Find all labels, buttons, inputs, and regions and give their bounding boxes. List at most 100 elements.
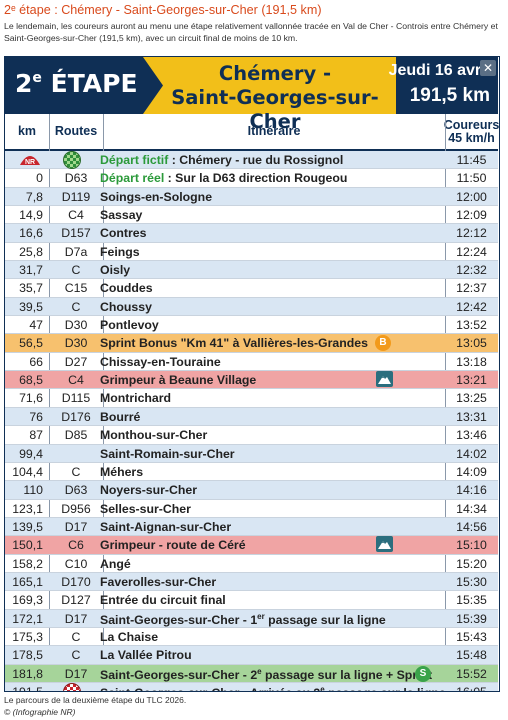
mountain-icon xyxy=(376,371,393,388)
column-divider xyxy=(49,114,50,691)
row-km: 56,5 xyxy=(19,336,43,351)
row-km: 66 xyxy=(29,354,43,369)
row-route: D176 xyxy=(61,409,91,424)
row-itineraire-text: Grimpeur à Beaune Village xyxy=(100,373,257,388)
row-time: 13:21 xyxy=(456,373,487,388)
row-time: 12:24 xyxy=(456,244,487,259)
table-row: 123,1 D956 Selles-sur-Cher 14:34 xyxy=(5,500,498,518)
row-km: 14,9 xyxy=(19,208,43,223)
row-itineraire-text: La Vallée Pitrou xyxy=(100,648,192,663)
bonus-sprint-badge: B xyxy=(375,335,391,352)
row-km: 181,8 xyxy=(12,666,43,681)
row-km: 139,5 xyxy=(12,519,43,534)
table-row: 0 D63 Départ réel : Sur la D63 direction R… xyxy=(5,169,498,188)
table-row: 158,2 C10 Angé 15:20 xyxy=(5,555,498,573)
row-route: D63 xyxy=(64,483,88,498)
row-km: 191,5 xyxy=(12,684,43,692)
row-itineraire-text: Faverolles-sur-Cher xyxy=(100,574,217,589)
row-time: 12:00 xyxy=(456,189,487,204)
table-row: 25,8 D7a Feings 12:24 xyxy=(5,243,498,262)
stage-date: Jeudi 16 avril xyxy=(388,62,490,79)
row-itineraire-text: Monthou-sur-Cher xyxy=(100,428,208,443)
row-time: 13:31 xyxy=(456,409,487,424)
row-itineraire: Bourré xyxy=(100,410,140,424)
col-header-coureurs-line2: 45 km/h xyxy=(448,130,495,145)
table-row: 181,8 D17 Saint-Georges-sur-Cher - 2e pass… xyxy=(5,664,498,683)
table-row: 150,1 C6 Grimpeur - route de Céré 15:10 xyxy=(5,536,498,555)
table-row: 35,7 C15 Couddes 12:37 xyxy=(5,279,498,298)
row-km: 104,4 xyxy=(12,464,43,479)
row-time: 15:30 xyxy=(456,574,487,589)
row-itineraire-sup: e xyxy=(320,684,325,692)
row-time: 12:12 xyxy=(456,226,487,241)
row-time: 14:16 xyxy=(456,483,487,498)
row-itineraire-text: Entrée du circuit final xyxy=(100,593,226,608)
row-km: 175,3 xyxy=(12,629,43,644)
table-row: 104,4 C Méhers 14:09 xyxy=(5,463,498,482)
col-header-itineraire: Itinéraire xyxy=(247,124,301,138)
row-itineraire: Soings-en-Sologne xyxy=(100,190,212,204)
row-itineraire-text: : Chémery - rue du Rossignol xyxy=(168,153,344,167)
row-km: 172,1 xyxy=(12,611,43,626)
row-itineraire: Saint-Aignan-sur-Cher xyxy=(100,520,231,534)
row-km: 169,3 xyxy=(12,593,43,608)
start-flag-icon xyxy=(63,151,81,169)
row-itineraire: Feings xyxy=(100,245,140,259)
row-time: 12:32 xyxy=(456,263,487,278)
intro-paragraph: Le lendemain, les coureurs auront au men… xyxy=(4,21,498,43)
footer-caption: Le parcours de la deuxième étape du TLC … xyxy=(4,695,187,705)
row-time: 13:05 xyxy=(456,336,487,351)
row-route: D17 xyxy=(64,519,88,534)
row-itineraire-text: Saint-Georges-sur-Cher - Arrivée au 3 xyxy=(100,686,320,691)
stage-distance: 191,5 km xyxy=(409,85,490,106)
row-itineraire-suffix: passage sur la ligne xyxy=(325,686,446,691)
row-itineraire-text: Chissay-en-Touraine xyxy=(100,354,221,369)
row-km: 35,7 xyxy=(19,281,43,296)
row-km: 25,8 xyxy=(19,244,43,259)
etape-word: ÉTAPE xyxy=(41,69,138,98)
row-itineraire-text: La Chaise xyxy=(100,629,159,644)
row-itineraire: Angé xyxy=(100,557,131,571)
table-row: 16,6 D157 Contres 12:12 xyxy=(5,224,498,243)
row-time: 16:05 xyxy=(456,684,487,692)
row-time: 13:46 xyxy=(456,428,487,443)
column-divider xyxy=(445,114,446,691)
row-km: 31,7 xyxy=(19,263,43,278)
table-row: 66 D27 Chissay-en-Touraine 13:18 xyxy=(5,353,498,372)
close-icon[interactable]: ✕ xyxy=(480,60,496,76)
row-km: 16,6 xyxy=(19,226,43,241)
row-route: D157 xyxy=(61,226,91,241)
table-row: 169,3 D127 Entrée du circuit final 15:35 xyxy=(5,591,498,610)
footer: Le parcours de la deuxième étape du TLC … xyxy=(4,694,186,718)
row-itineraire-text: Grimpeur - route de Céré xyxy=(100,538,246,553)
table-row: 47 D30 Pontlevoy 13:52 xyxy=(5,316,498,335)
row-time: 15:10 xyxy=(456,538,487,553)
col-header-coureurs: Coureurs 45 km/h xyxy=(444,114,499,149)
row-itineraire-text: Sassay xyxy=(100,208,143,223)
finish-flag-icon xyxy=(63,682,81,691)
route-title: Chémery - Saint-Georges-sur-Cher xyxy=(155,62,395,134)
etape-banner: 2e ÉTAPE xyxy=(5,57,165,114)
row-route: C xyxy=(71,629,81,644)
row-itineraire: Selles-sur-Cher xyxy=(100,502,191,516)
stage-header: 2e ÉTAPE Chémery - Saint-Georges-sur-Che… xyxy=(5,57,498,133)
footer-credit: © (Infographie NR) xyxy=(4,707,76,717)
row-time: 14:02 xyxy=(456,446,487,461)
row-route: D956 xyxy=(61,501,91,516)
row-km: 87 xyxy=(29,428,43,443)
row-time: 15:39 xyxy=(456,611,487,626)
row-itineraire: Montrichard xyxy=(100,391,171,405)
table-row: 99,4 Saint-Romain-sur-Cher 14:02 xyxy=(5,444,498,463)
row-itineraire: Sassay xyxy=(100,208,142,222)
route-line-2: Saint-Georges-sur-Cher xyxy=(171,86,379,133)
table-row: 76 D176 Bourré 13:31 xyxy=(5,407,498,427)
row-km: 71,6 xyxy=(19,391,43,406)
row-itineraire-text: Contres xyxy=(100,226,147,241)
table-row: 56,5 D30 Sprint Bonus "Km 41" à Vallières-… xyxy=(5,334,498,353)
table-row: 39,5 C Choussy 12:42 xyxy=(5,297,498,317)
row-itineraire: Pontlevoy xyxy=(100,318,159,332)
row-route: C xyxy=(71,464,81,479)
row-itineraire-suffix: passage sur la ligne xyxy=(264,612,386,627)
row-km: 158,2 xyxy=(12,556,43,571)
row-km: 165,1 xyxy=(12,574,43,589)
